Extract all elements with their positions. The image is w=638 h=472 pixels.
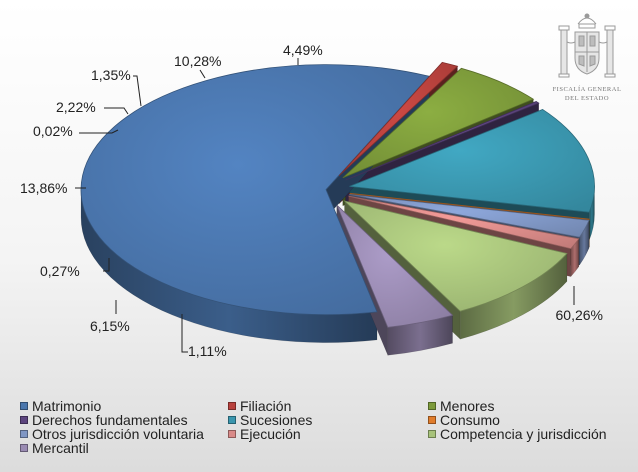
data-label: 0,02%: [33, 123, 73, 139]
legend-swatch: [428, 402, 436, 410]
pie-slice-otros-jurisdicci-n-voluntaria: [349, 194, 590, 238]
seal-text-line2: DEL ESTADO: [564, 95, 610, 102]
legend-swatch: [20, 444, 28, 452]
leader-line: [181, 314, 188, 353]
legend-label: Competencia y jurisdicción: [440, 426, 607, 442]
leader-line: [133, 75, 142, 107]
pie-slice-filiaci-n: [338, 61, 459, 177]
legend-swatch: [228, 430, 236, 438]
data-label: 1,11%: [188, 343, 227, 359]
legend-label: Consumo: [440, 412, 500, 428]
legend: Matrimonio Filiación Menores Derechos funda…: [20, 399, 630, 469]
pie-slice-menores: [342, 67, 535, 179]
legend-swatch: [20, 416, 28, 424]
seal-text-line1: FISCALÍA GENERAL: [552, 86, 622, 93]
legend-swatch: [20, 430, 28, 438]
data-label: 4,49%: [283, 42, 323, 58]
legend-label: Ejecución: [240, 426, 301, 442]
pie-slice-matrimonio: [80, 64, 430, 316]
legend-label: Filiación: [240, 398, 292, 414]
pie-slice-competencia-y-jurisdicci-n: [343, 200, 568, 312]
legend-item: Menores: [428, 399, 494, 413]
legend-label: Sucesiones: [240, 412, 313, 428]
legend-label: Mercantil: [32, 440, 89, 456]
data-label: 6,15%: [90, 318, 130, 334]
data-label: 60,26%: [556, 307, 603, 323]
data-label: 0,27%: [40, 263, 80, 279]
pie-slice-mercantil: [336, 204, 454, 328]
legend-item: Derechos fundamentales: [20, 413, 188, 427]
legend-label: Derechos fundamentales: [32, 412, 188, 428]
pie-top-layer: [80, 61, 595, 328]
legend-swatch: [228, 416, 236, 424]
leader-line: [79, 129, 119, 134]
legend-item: Ejecución: [228, 427, 301, 441]
legend-item: Filiación: [228, 399, 291, 413]
data-label: 2,22%: [56, 99, 96, 115]
leader-line: [199, 69, 206, 79]
pie-slice-derechos-fundamentales: [345, 101, 540, 181]
leader-line: [104, 107, 129, 115]
leader-line: [103, 258, 110, 272]
legend-item: Otros jurisdicción voluntaria: [20, 427, 204, 441]
legend-swatch: [428, 430, 436, 438]
legend-item: Competencia y jurisdicción: [428, 427, 607, 441]
coat-of-arms-icon: [558, 13, 616, 78]
legend-item: Consumo: [428, 413, 500, 427]
legend-swatch: [428, 416, 436, 424]
legend-swatch: [228, 402, 236, 410]
data-label: 10,28%: [174, 53, 221, 69]
pie-slice-sucesiones: [349, 109, 595, 213]
legend-swatch: [20, 402, 28, 410]
pie-slice-consumo: [349, 192, 590, 220]
data-labels: 60,26% 1,11% 6,15% 0,27% 13,86% 0,02% 2,22% 1,3…: [20, 42, 603, 359]
data-label: 13,86%: [20, 180, 67, 196]
legend-label: Otros jurisdicción voluntaria: [32, 426, 204, 442]
legend-item: Matrimonio: [20, 399, 101, 413]
data-label: 1,35%: [91, 67, 131, 83]
legend-item: Sucesiones: [228, 413, 312, 427]
legend-label: Matrimonio: [32, 398, 102, 414]
pie-slice-ejecuci-n: [348, 195, 580, 250]
fiscalia-seal-logo: FISCALÍA GENERAL DEL ESTADO: [548, 8, 626, 104]
legend-item: Mercantil: [20, 441, 89, 455]
legend-label: Menores: [440, 398, 495, 414]
